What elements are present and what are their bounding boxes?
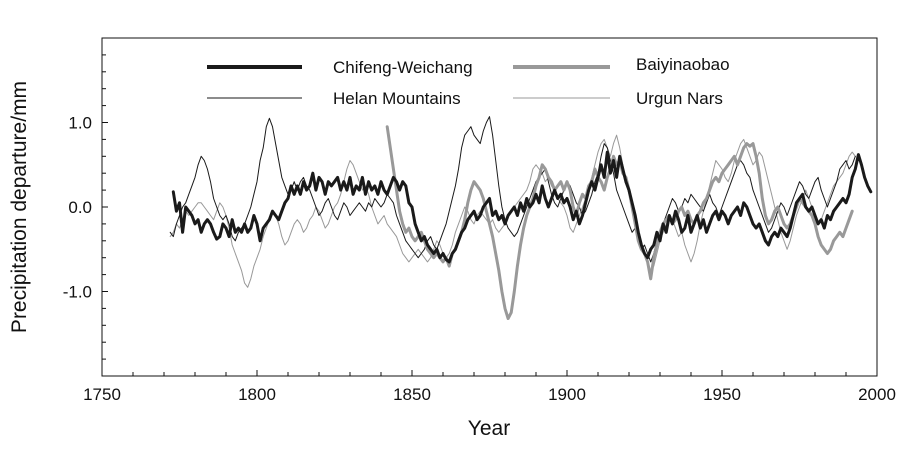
y-tick-label: 0.0	[68, 198, 92, 217]
series-line-chifeng-weichang	[171, 150, 873, 264]
legend-label-helan-mountains: Helan Mountains	[333, 89, 461, 108]
legend-label-baiyinaobao: Baiyinaobao	[636, 55, 730, 74]
legend-label-chifeng-weichang: Chifeng-Weichang	[333, 58, 473, 77]
x-tick-label: 1950	[703, 385, 741, 404]
y-tick-label: -1.0	[63, 283, 92, 302]
y-tick-label: 1.0	[68, 114, 92, 133]
series-layer	[169, 116, 873, 320]
series-line-helan-mountains	[169, 116, 856, 263]
y-axis-title: Precipitation departure/mm	[8, 81, 31, 333]
x-tick-label: 1750	[83, 385, 121, 404]
x-axis-title: Year	[468, 417, 510, 440]
legend-label-urgun-nars: Urgun Nars	[636, 89, 723, 108]
y-axis: 1.0 0.0 -1.0	[63, 54, 108, 360]
x-tick-label: 2000	[858, 385, 896, 404]
x-axis: 1750 1800 1850 1900 1950 2000	[83, 370, 896, 404]
x-tick-label: 1850	[393, 385, 431, 404]
legend: Chifeng-Weichang Baiyinaobao Helan Mount…	[207, 55, 730, 108]
x-tick-label: 1800	[238, 385, 276, 404]
x-tick-label: 1900	[548, 385, 586, 404]
